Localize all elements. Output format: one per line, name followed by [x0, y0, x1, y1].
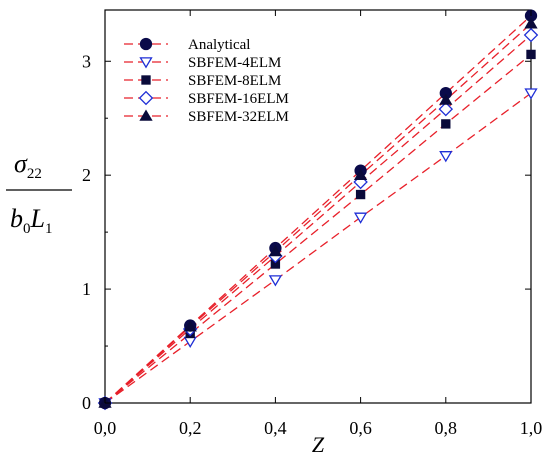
y-label-sigma-sub: 22: [27, 166, 42, 182]
data-point-4-3: [353, 168, 368, 180]
data-point-2-4: [441, 119, 451, 129]
series-line-1: [104, 92, 532, 404]
legend-marker-0: [139, 37, 153, 51]
x-axis-label: Z: [312, 432, 325, 453]
series-line-0: [104, 15, 532, 404]
data-point-3-4: [438, 101, 454, 117]
y-label-L-sub: 1: [45, 221, 53, 237]
x-tick-label: 0,6: [349, 418, 372, 438]
data-point-2-3: [355, 189, 366, 200]
legend-label-0: Analytical: [188, 37, 250, 53]
data-point-4-1: [183, 320, 197, 332]
y-tick-label: 1: [82, 279, 91, 299]
data-point-1-4: [439, 151, 453, 163]
y-tick-label: 0: [82, 393, 91, 413]
series-markers: [97, 9, 539, 411]
legend-label-1: SBFEM-4ELM: [188, 55, 281, 71]
x-tick-label: 0,8: [435, 418, 458, 438]
data-point-1-5: [524, 88, 538, 100]
legend-marker-4: [139, 109, 153, 121]
y-label-b: b: [10, 204, 23, 233]
y-label-b-sub: 0: [23, 221, 31, 237]
x-tick-label: 0,0: [94, 418, 117, 438]
series-lines: [104, 15, 532, 404]
data-point-1-2: [268, 275, 283, 287]
data-point-2-5: [526, 49, 536, 60]
legend-label-4: SBFEM-32ELM: [188, 109, 289, 125]
legend: Analytical SBFEM-4ELM SBFEM-8ELM SBFEM-16EL…: [124, 37, 289, 125]
plot-frame: [104, 9, 532, 404]
y-axis: 0 1 2 3: [82, 51, 531, 413]
series-line-2: [104, 53, 532, 404]
x-tick-label: 0,4: [264, 418, 287, 438]
y-axis-label: σ22 b0L1: [6, 149, 72, 237]
data-point-2-2: [270, 259, 281, 269]
y-tick-label: 3: [82, 51, 91, 71]
data-point-1-3: [353, 212, 368, 224]
series-line-3: [104, 34, 532, 404]
data-point-1-1: [183, 336, 197, 348]
data-point-3-5: [523, 27, 539, 43]
y-label-L: L: [30, 204, 45, 233]
x-tick-label: 0,2: [179, 418, 202, 438]
data-point-4-2: [268, 244, 283, 257]
y-tick-label: 2: [82, 165, 91, 185]
y-label-denominator: b0L1: [10, 204, 52, 237]
legend-label-3: SBFEM-16ELM: [188, 91, 289, 107]
legend-label-2: SBFEM-8ELM: [188, 73, 281, 89]
data-point-4-4: [439, 93, 453, 105]
y-label-sigma: σ: [14, 149, 28, 178]
x-axis: 0,0 0,2 0,4 0,6 0,8 1,0: [94, 10, 543, 438]
legend-marker-2: [141, 75, 151, 85]
data-point-4-5: [524, 17, 538, 29]
x-tick-label: 1,0: [520, 418, 543, 438]
legend-marker-3: [138, 90, 154, 106]
series-line-4: [104, 23, 532, 404]
legend-marker-1: [139, 57, 153, 69]
y-label-numerator: σ22: [14, 149, 42, 182]
